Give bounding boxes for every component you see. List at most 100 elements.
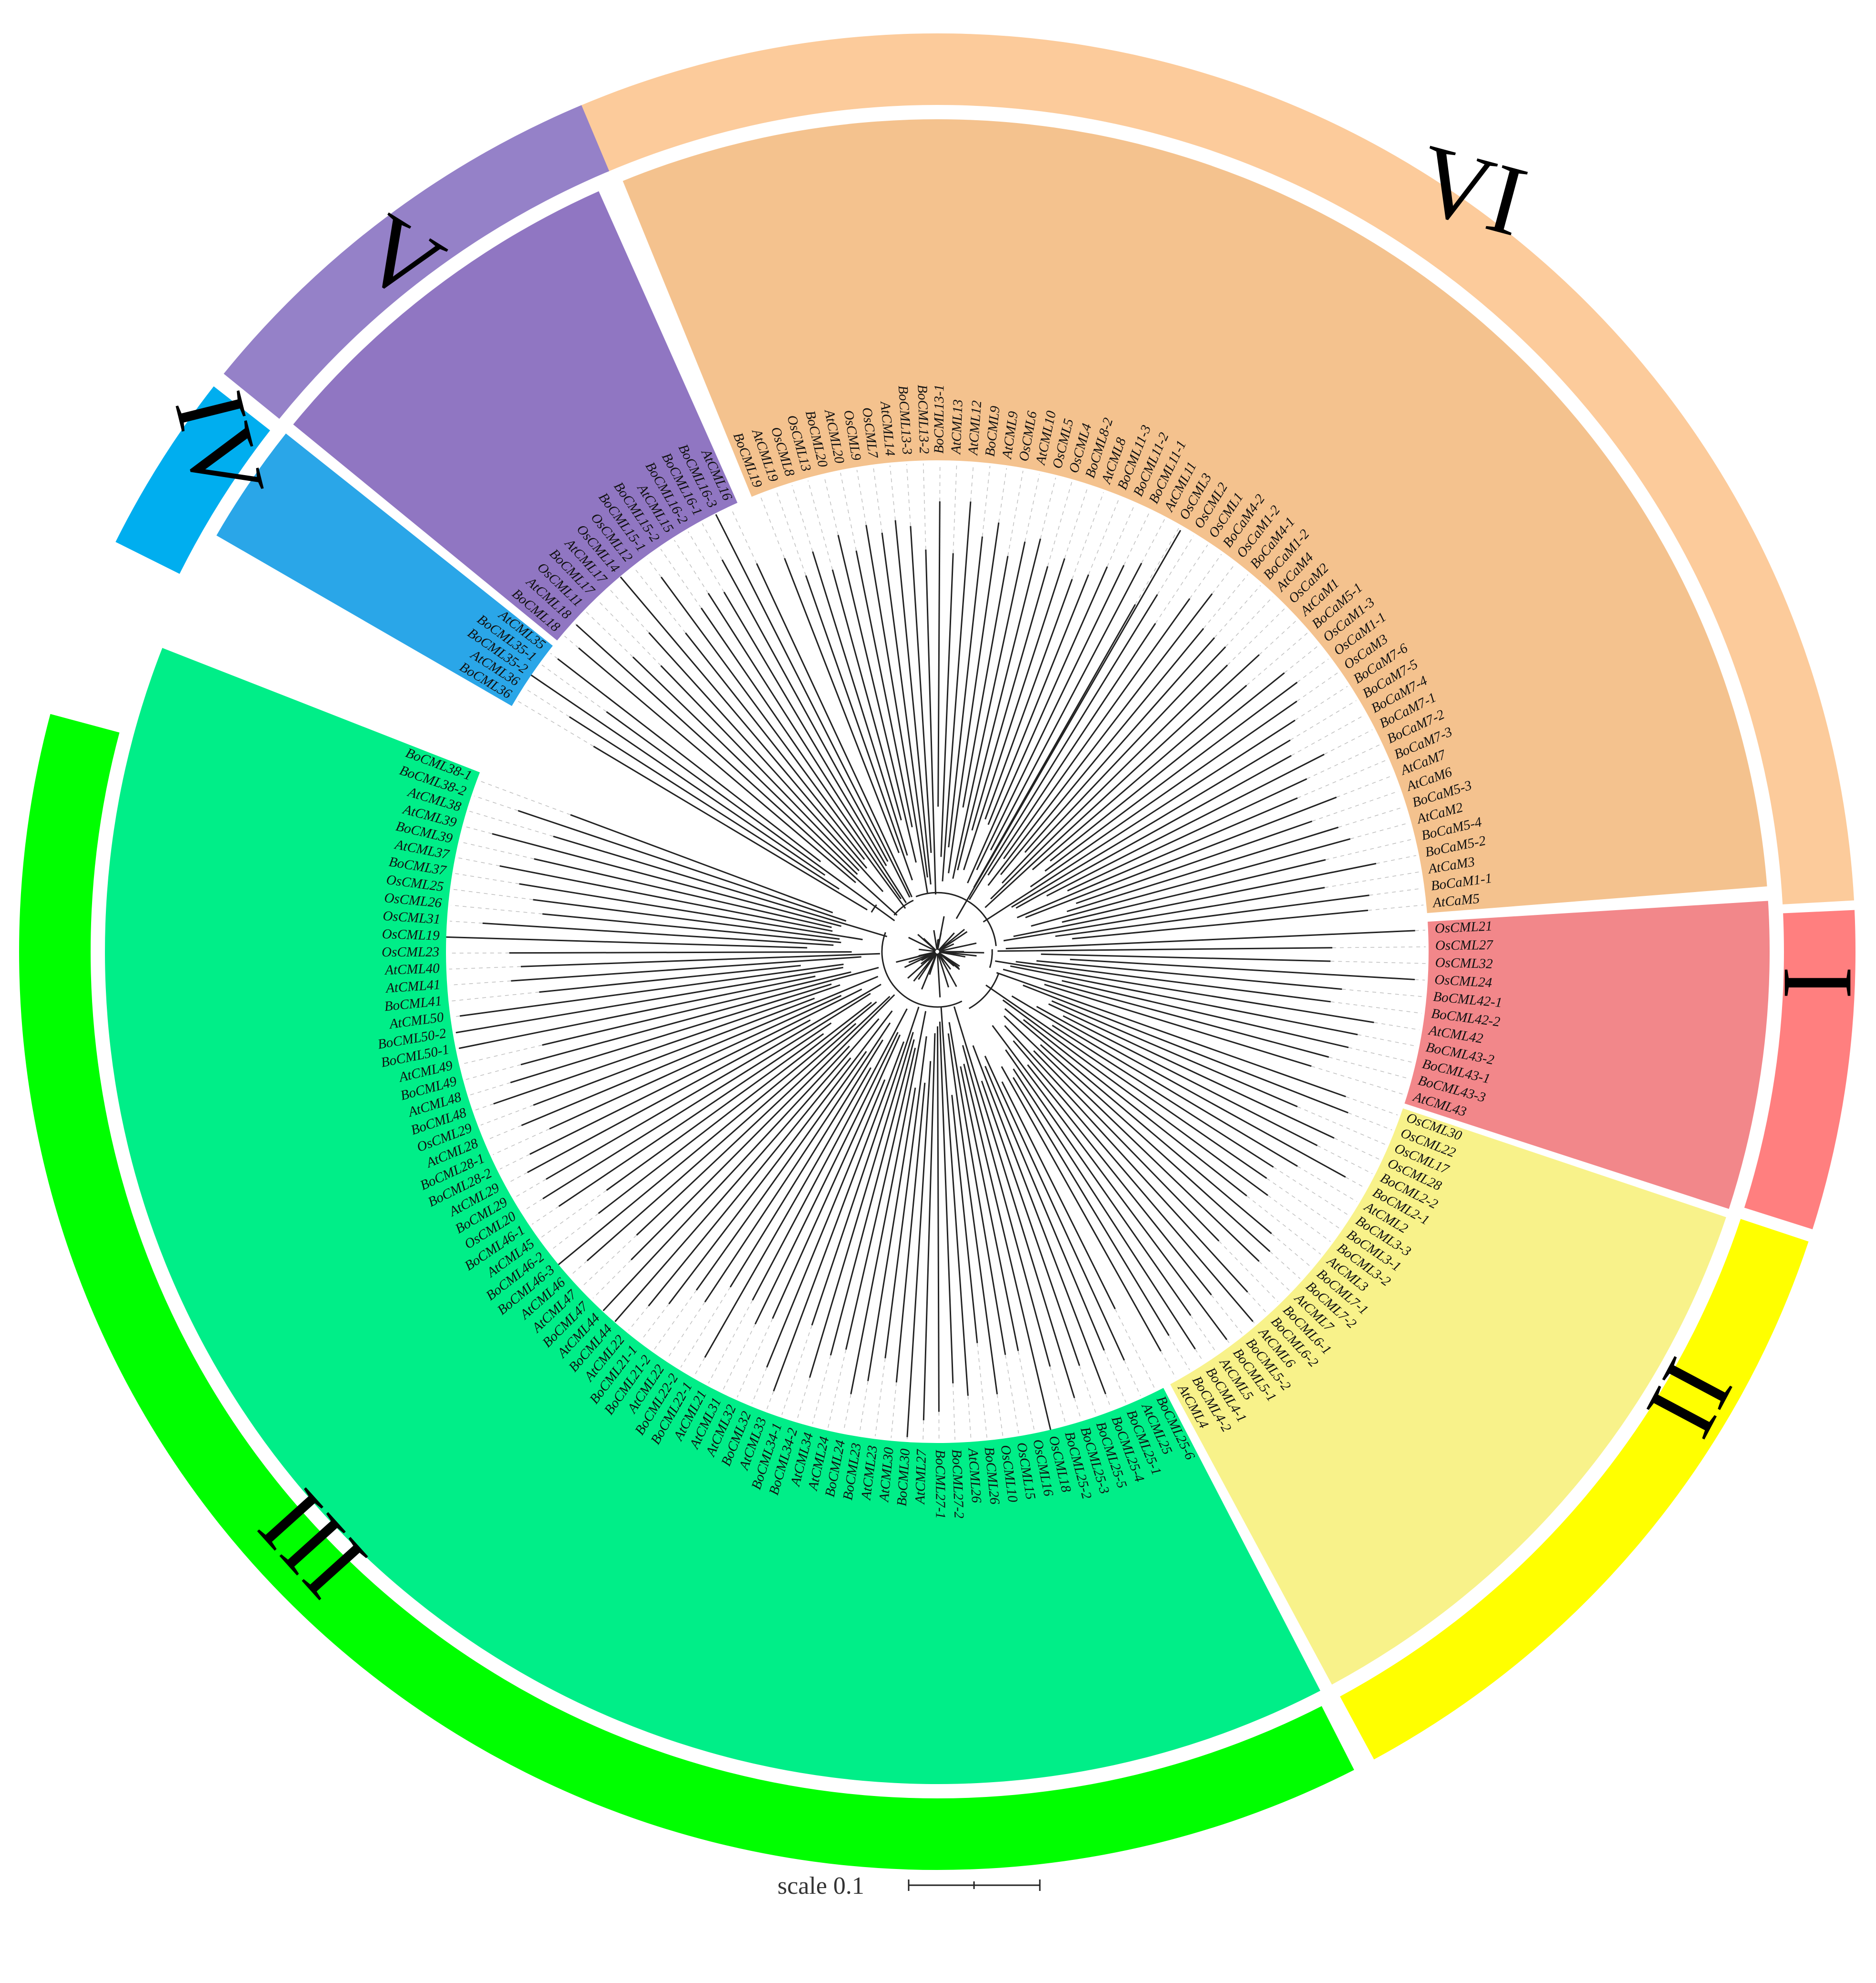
leaf-guide-line — [531, 1206, 560, 1225]
tree-branch — [542, 993, 871, 1200]
tree-branch — [648, 1057, 851, 1307]
leaf-guide-line — [474, 795, 518, 811]
tree-branch — [509, 951, 852, 954]
leaf-guide-line — [581, 1235, 637, 1287]
tree-branch — [614, 1018, 880, 1322]
leaf-guide-line — [751, 1367, 767, 1404]
tree-branch — [707, 592, 907, 903]
leaf-guide-line — [449, 966, 521, 970]
tree-branch — [756, 563, 913, 898]
leaf-guide-line — [1074, 1398, 1081, 1419]
tree-branch — [533, 997, 815, 1106]
tree-branch — [1046, 754, 1325, 897]
leaf-guide-line — [667, 1302, 705, 1359]
leaf-guide-line — [890, 465, 896, 520]
leaf-guide-line — [450, 980, 511, 986]
leaf-guide-line — [1155, 544, 1208, 624]
leaf-guide-line — [828, 1350, 847, 1428]
tree-branch — [586, 1023, 857, 1262]
tree-branch — [754, 1032, 899, 1325]
leaf-label: OsCML32 — [1435, 955, 1493, 972]
leaf-label: OsCML27 — [1435, 937, 1494, 953]
leaf-guide-line — [859, 1381, 869, 1434]
tree-branch — [519, 883, 863, 941]
tree-branch — [996, 972, 1346, 1098]
leaf-guide-line — [1107, 504, 1135, 567]
tree-branch — [937, 501, 941, 807]
tree-branch — [729, 1039, 884, 1287]
tree-branch — [1061, 980, 1349, 1049]
leaf-guide-line — [1269, 1251, 1301, 1279]
tree-branch — [1041, 953, 1331, 962]
tree-branch — [527, 1019, 811, 1173]
leaf-guide-line — [597, 600, 662, 666]
leaf-guide-line — [575, 623, 577, 625]
tree-branch — [521, 976, 879, 1126]
tree-branch — [910, 526, 932, 853]
leaf-guide-line — [1141, 519, 1165, 563]
tree-branch — [904, 952, 936, 968]
clade-arc — [881, 932, 963, 1008]
tree-branch — [1040, 1044, 1271, 1252]
tree-branch — [938, 952, 960, 967]
tree-branch — [1001, 646, 1226, 884]
leaf-guide-line — [647, 558, 662, 578]
tree-branch — [1052, 1025, 1274, 1168]
leaf-guide-line — [998, 468, 1007, 523]
leaf-label: AtCML41 — [384, 977, 441, 996]
tree-branch — [1004, 1025, 1248, 1293]
tree-branch — [850, 1011, 927, 1394]
leaf-guide-line — [1369, 888, 1422, 896]
leaf-guide-line — [1328, 1057, 1409, 1079]
leaf-guide-line — [1330, 961, 1426, 964]
leaf-guide-line — [776, 490, 807, 576]
tree-branch — [829, 1039, 915, 1356]
leaf-guide-line — [1211, 1295, 1243, 1334]
tree-branch — [985, 984, 1267, 1179]
leaf-guide-line — [1312, 790, 1399, 822]
tree-branch — [990, 664, 1228, 900]
leaf-guide-line — [687, 531, 725, 592]
tree-branch — [831, 569, 902, 820]
tree-branch — [1025, 796, 1337, 918]
tree-branch — [557, 1001, 877, 1266]
tree-branch — [925, 550, 937, 895]
leaf-label: BoCML13-1 — [931, 384, 947, 454]
leaf-label: AtCML27 — [912, 1449, 929, 1505]
leaf-guide-line — [480, 1105, 534, 1126]
tree-branch — [1049, 672, 1285, 862]
leaf-guide-line — [694, 1357, 705, 1376]
clade-arc — [893, 900, 914, 916]
tree-branch — [620, 576, 868, 869]
tree-branch — [963, 1063, 1052, 1434]
tree-branch — [927, 952, 937, 961]
tree-branch — [938, 931, 968, 952]
tree-branch — [558, 1022, 832, 1207]
leaf-guide-line — [1267, 1195, 1331, 1242]
tree-branch — [960, 1066, 1019, 1351]
tree-branch — [534, 858, 832, 928]
leaf-guide-line — [586, 612, 633, 657]
tree-branch — [1055, 894, 1369, 937]
tree-branch — [1032, 685, 1247, 871]
tree-branch — [987, 593, 1213, 886]
leaf-guide-line — [1415, 979, 1425, 981]
leaf-guide-line — [523, 1198, 543, 1212]
tree-branch — [456, 966, 844, 1034]
tree-branch — [940, 1007, 969, 1396]
tree-branch — [578, 647, 856, 883]
leaf-guide-line — [609, 589, 649, 633]
leaf-guide-line — [1368, 904, 1424, 911]
scale-bar: scale 0.1 — [777, 1872, 1041, 1900]
tree-branch — [1024, 637, 1215, 853]
leaf-guide-line — [680, 1287, 731, 1368]
tree-branch — [1044, 984, 1312, 1067]
tree-branch — [884, 1036, 927, 1359]
tree-branch — [865, 525, 928, 893]
tree-branch — [805, 575, 913, 881]
tree-branch — [576, 624, 898, 916]
leaf-guide-line — [628, 1306, 649, 1331]
leaf-guide-line — [1374, 1022, 1420, 1030]
tree-branch — [962, 1045, 1051, 1367]
